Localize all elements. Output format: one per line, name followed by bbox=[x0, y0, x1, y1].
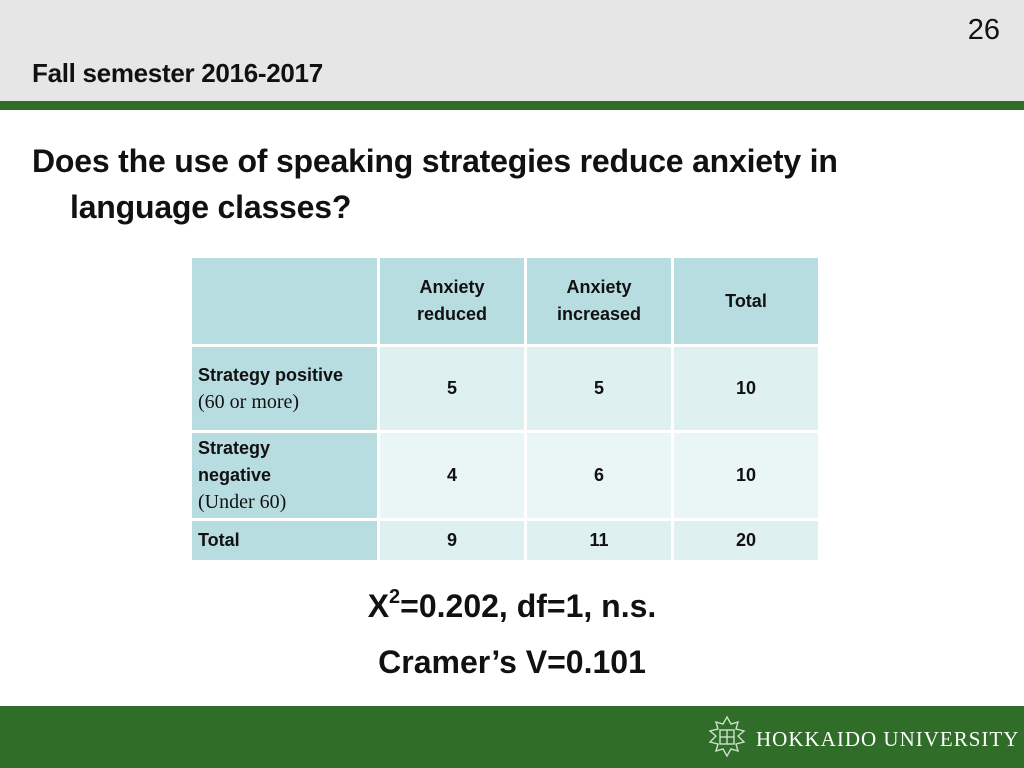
slide-section-title: Fall semester 2016-2017 bbox=[32, 58, 323, 88]
column-header-anxiety-increased: Anxiety increased bbox=[524, 255, 674, 347]
table-header-row: Anxiety reduced Anxiety increased Total bbox=[189, 255, 821, 347]
table-row: Total 9 11 20 bbox=[189, 518, 821, 563]
table-row: Strategy negative (Under 60) 4 6 10 bbox=[189, 430, 821, 521]
table-cell: 20 bbox=[671, 518, 821, 563]
slide-footer bbox=[0, 706, 1024, 768]
table-cell: 6 bbox=[524, 430, 674, 521]
table-row: Strategy positive (60 or more) 5 5 10 bbox=[189, 344, 821, 433]
row-label-total: Total bbox=[189, 518, 380, 563]
university-crest-icon bbox=[704, 714, 750, 760]
slide-header bbox=[0, 0, 1024, 101]
column-header-total: Total bbox=[671, 255, 821, 347]
column-header-anxiety-reduced: Anxiety reduced bbox=[377, 255, 527, 347]
header-divider bbox=[0, 101, 1024, 110]
table-cell: 10 bbox=[671, 344, 821, 433]
table-cell: 5 bbox=[524, 344, 674, 433]
chi-square-result: X2=0.202, df=1, n.s. bbox=[367, 586, 657, 624]
research-question: Does the use of speaking strategies redu… bbox=[32, 138, 992, 230]
table-cell: 5 bbox=[377, 344, 527, 433]
table-cell: 9 bbox=[377, 518, 527, 563]
cramers-v-result: Cramer’s V=0.101 bbox=[378, 644, 646, 680]
research-question-line-1: Does the use of speaking strategies redu… bbox=[32, 143, 838, 179]
research-question-line-2: language classes? bbox=[70, 189, 352, 225]
row-label-strategy-negative: Strategy negative (Under 60) bbox=[189, 430, 380, 521]
table-cell: 11 bbox=[524, 518, 674, 563]
contingency-table: Anxiety reduced Anxiety increased Total … bbox=[189, 255, 821, 563]
university-name: HOKKAIDO UNIVERSITY bbox=[756, 727, 1020, 751]
table-corner-cell bbox=[189, 255, 380, 347]
row-label-strategy-positive: Strategy positive (60 or more) bbox=[189, 344, 380, 433]
slide-number: 26 bbox=[967, 14, 1000, 46]
table-cell: 10 bbox=[671, 430, 821, 521]
table-cell: 4 bbox=[377, 430, 527, 521]
